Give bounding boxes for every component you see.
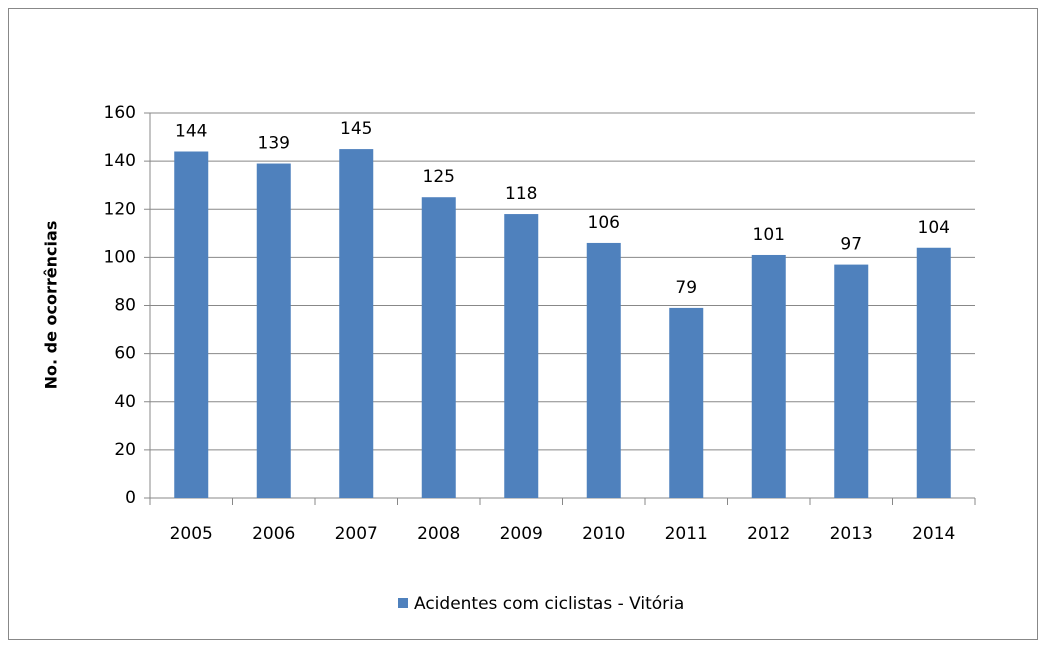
x-tick-label: 2012 bbox=[747, 524, 790, 544]
data-label: 106 bbox=[588, 213, 620, 233]
y-tick-label: 160 bbox=[104, 103, 136, 123]
x-tick-label: 2013 bbox=[830, 524, 873, 544]
x-tick-label: 2005 bbox=[170, 524, 213, 544]
x-tick-label: 2008 bbox=[417, 524, 460, 544]
x-tick-label: 2009 bbox=[500, 524, 543, 544]
y-axis-label: No. de ocorrências bbox=[42, 221, 61, 390]
data-label: 118 bbox=[505, 184, 537, 204]
y-tick-label: 140 bbox=[104, 151, 136, 171]
data-label: 139 bbox=[258, 134, 290, 154]
data-label: 144 bbox=[175, 122, 207, 142]
y-tick-label: 60 bbox=[114, 344, 136, 364]
y-tick-label: 20 bbox=[114, 440, 136, 460]
y-tick-label: 80 bbox=[114, 296, 136, 316]
y-tick-label: 0 bbox=[125, 488, 136, 508]
x-tick-label: 2011 bbox=[665, 524, 708, 544]
data-label: 101 bbox=[753, 225, 785, 245]
legend-label: Acidentes com ciclistas - Vitória bbox=[414, 594, 684, 614]
x-tick-label: 2006 bbox=[252, 524, 295, 544]
bar bbox=[586, 242, 621, 498]
x-tick-label: 2014 bbox=[912, 524, 955, 544]
y-tick-label: 100 bbox=[104, 247, 136, 267]
data-label: 97 bbox=[840, 235, 862, 255]
data-label: 79 bbox=[675, 278, 697, 298]
bar bbox=[834, 264, 869, 498]
bar bbox=[256, 163, 291, 498]
legend-swatch bbox=[398, 598, 408, 608]
bar bbox=[751, 254, 786, 498]
y-tick-label: 40 bbox=[114, 392, 136, 412]
x-tick-label: 2007 bbox=[335, 524, 378, 544]
data-label: 125 bbox=[423, 167, 455, 187]
data-label: 104 bbox=[918, 218, 950, 238]
bar bbox=[174, 151, 209, 498]
bar bbox=[916, 247, 951, 498]
bar bbox=[421, 197, 456, 498]
data-label: 145 bbox=[340, 119, 372, 139]
bar bbox=[504, 214, 539, 498]
bar bbox=[339, 149, 374, 498]
x-tick-label: 2010 bbox=[582, 524, 625, 544]
bar bbox=[669, 307, 704, 498]
y-tick-label: 120 bbox=[104, 199, 136, 219]
